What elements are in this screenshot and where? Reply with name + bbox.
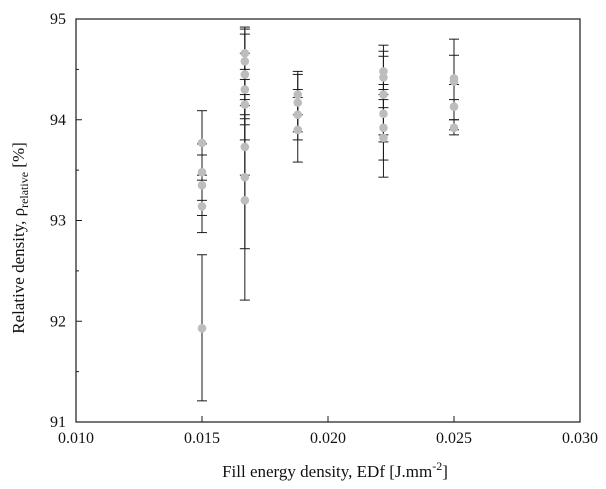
y-tick-label: 95 — [50, 11, 66, 28]
data-point — [197, 202, 207, 211]
data-point — [293, 125, 303, 135]
x-axis-title: Fill energy density, EDf [J.mm-2] — [222, 459, 448, 481]
x-axis-title-text: Fill energy density, EDf [J.mm — [222, 462, 432, 481]
axis-ticks: 0.010 0.015 0.020 0.025 0.030 91 92 93 94 95 — [50, 11, 598, 447]
data-point — [240, 70, 250, 79]
data-point — [293, 90, 303, 99]
data-point — [379, 67, 388, 76]
data-point — [379, 73, 388, 82]
x-axis-title-suffix: ] — [442, 462, 448, 481]
data-point — [240, 85, 250, 94]
data-point — [197, 324, 207, 333]
error-bars — [197, 26, 459, 402]
x-tick-label: 0.025 — [436, 430, 472, 447]
data-point — [449, 74, 459, 83]
data-point — [197, 180, 207, 190]
y-tick-label: 92 — [50, 313, 66, 330]
plot-frame — [75, 18, 581, 423]
x-tick-label: 0.015 — [184, 430, 220, 447]
data-point — [197, 167, 207, 177]
x-tick-label: 0.020 — [310, 430, 346, 447]
data-point — [240, 57, 250, 66]
data-point — [379, 90, 388, 99]
data-point — [449, 123, 459, 133]
y-tick-label: 93 — [50, 213, 66, 230]
y-tick-label: 94 — [50, 112, 66, 129]
data-point — [379, 123, 388, 133]
data-point — [240, 172, 250, 182]
data-point — [197, 138, 207, 148]
y-axis-title-text: Relative density, ρ — [9, 208, 28, 334]
data-point — [379, 133, 388, 143]
x-tick-label: 0.030 — [562, 430, 598, 447]
data-point — [449, 102, 459, 111]
data-points — [197, 48, 459, 333]
data-point — [240, 100, 250, 109]
data-point — [240, 48, 250, 58]
y-axis-title-suffix: [%] — [9, 142, 28, 172]
data-point — [379, 109, 388, 119]
plot-area-border — [75, 18, 581, 423]
x-axis-title-sup: -2 — [432, 459, 442, 473]
y-axis-title: Relative density, ρrelative [%] — [9, 142, 31, 334]
y-tick-label: 91 — [50, 414, 66, 431]
data-point — [240, 196, 250, 205]
data-point — [293, 110, 303, 120]
y-axis-title-sub: relative — [17, 172, 31, 208]
data-point — [293, 98, 303, 107]
x-tick-label: 0.010 — [58, 430, 94, 447]
data-point — [240, 142, 250, 152]
